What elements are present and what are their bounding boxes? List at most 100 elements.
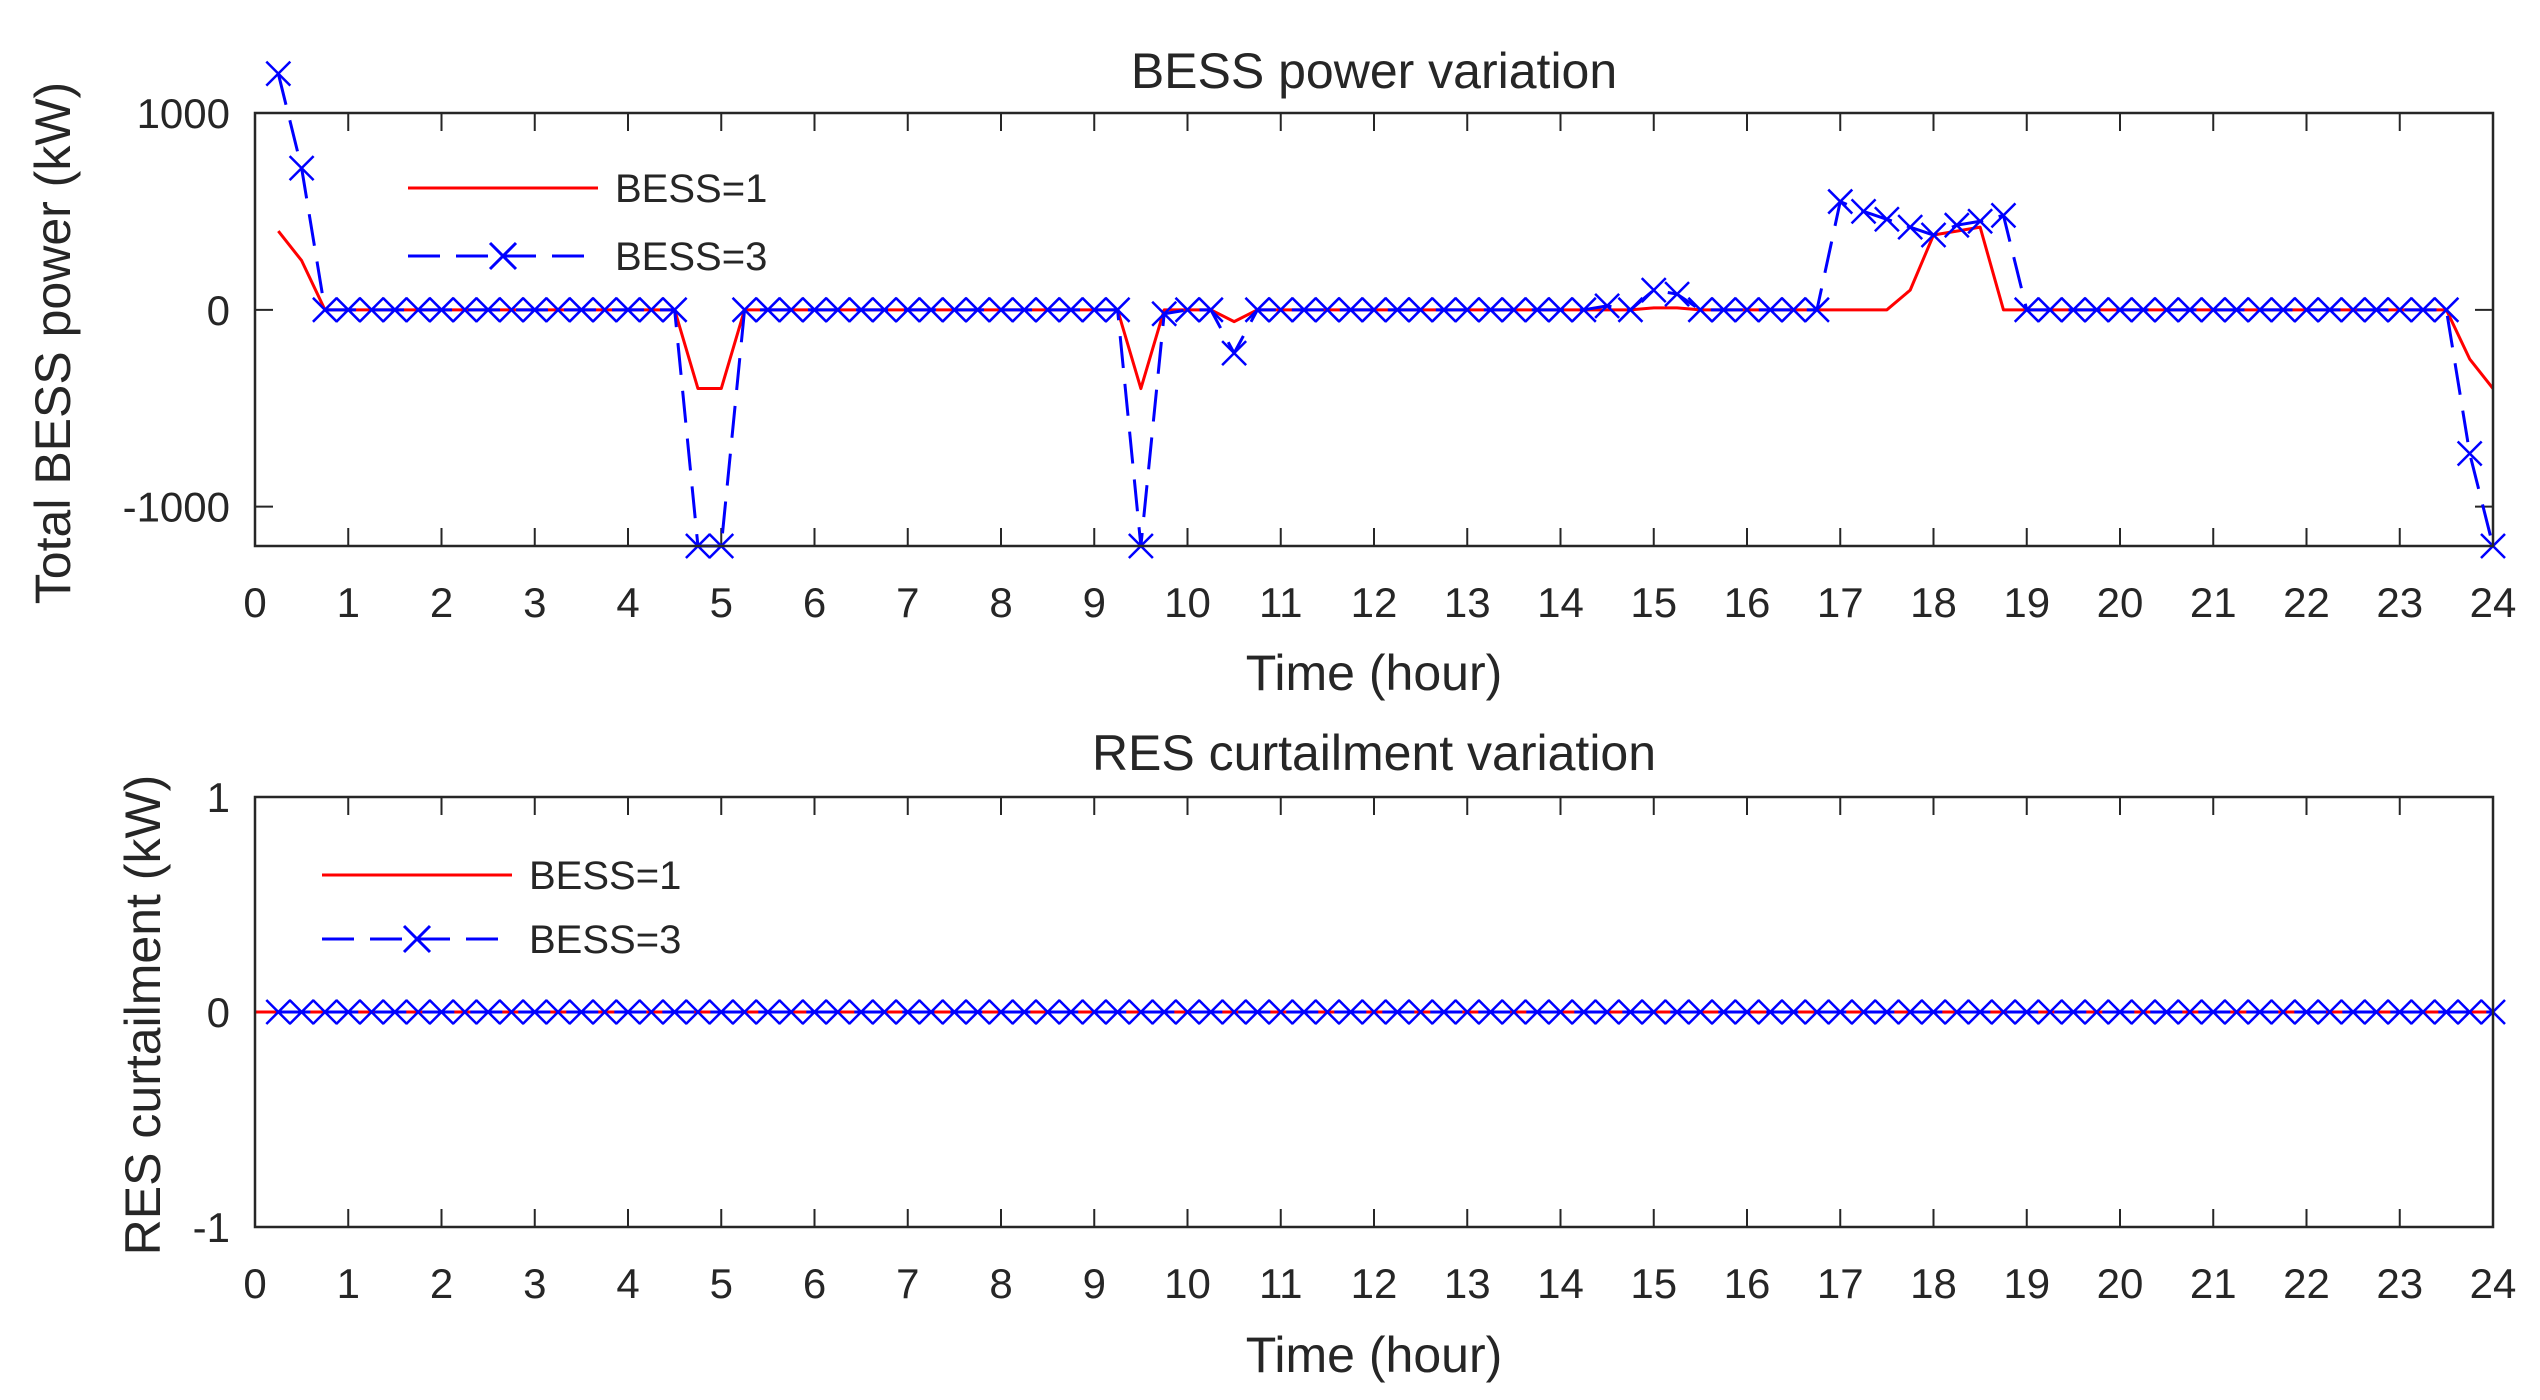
bess-data-point-bess3 (405, 296, 432, 323)
res-data-point-bess3 (2363, 999, 2390, 1025)
bess-data-point-bess3 (1384, 296, 1411, 323)
res-data-point-bess3 (1197, 999, 1224, 1025)
bess-data-point-bess3 (1827, 188, 1854, 215)
bess-data-point-bess3 (1943, 212, 1970, 239)
bess-data-point-bess3 (2386, 296, 2413, 323)
x-tick-label: 13 (1444, 579, 1491, 626)
bess-series-layer (265, 60, 2506, 559)
res-data-point-bess3 (1594, 999, 1621, 1025)
x-tick-label: 19 (2003, 579, 2050, 626)
x-tick-label: 0 (243, 1260, 266, 1307)
x-tick-label: 4 (616, 579, 639, 626)
bess-data-point-bess3 (615, 296, 641, 323)
res-data-point-bess3 (1757, 999, 1784, 1025)
bess-data-point-bess3 (1058, 296, 1084, 323)
res-data-point-bess3 (1873, 999, 1900, 1025)
x-tick-label: 17 (1817, 579, 1864, 626)
bess-data-point-bess3 (358, 296, 385, 323)
res-plot-frame (253, 795, 2495, 1229)
res-data-point-bess3 (265, 999, 292, 1025)
bess-data-point-bess3 (2433, 296, 2460, 323)
bess-data-point-bess3 (1873, 206, 1900, 233)
bess-series-line-bess3 (276, 73, 2495, 548)
bess-data-point-bess3 (521, 296, 548, 323)
x-tick-label: 12 (1351, 579, 1398, 626)
res-data-point-bess3 (1267, 999, 1294, 1025)
x-tick-label: 17 (1817, 1260, 1864, 1307)
bess-data-point-bess3 (1547, 296, 1574, 323)
y-tick-label: -1000 (123, 484, 230, 531)
res-data-point-bess3 (1244, 999, 1271, 1025)
res-y-ticks: -1 0 1 (193, 774, 2493, 1251)
bess-data-point-bess3 (754, 296, 781, 323)
res-data-point-bess3 (521, 999, 548, 1025)
res-data-point-bess3 (801, 999, 828, 1025)
bess-data-point-bess3 (2410, 296, 2436, 323)
res-data-point-bess3 (778, 999, 805, 1025)
bess-data-point-bess3 (894, 296, 921, 323)
res-data-point-bess3 (1454, 999, 1481, 1025)
x-tick-label: 4 (616, 1260, 639, 1307)
res-data-point-bess3 (451, 999, 478, 1025)
x-tick-label: 14 (1537, 579, 1584, 626)
x-tick-label: 16 (1724, 1260, 1771, 1307)
x-tick-label: 3 (523, 1260, 546, 1307)
x-tick-label: 3 (523, 579, 546, 626)
bess-data-point-bess3 (1477, 296, 1504, 323)
res-data-point-bess3 (568, 999, 595, 1025)
x-tick-label: 9 (1083, 579, 1106, 626)
bess-data-point-bess3 (2363, 296, 2390, 323)
res-data-point-bess3 (2270, 999, 2297, 1025)
bess-data-point-bess3 (1500, 296, 1527, 323)
bess-data-point-bess3 (2013, 296, 2040, 323)
bess-data-point-bess3 (2037, 296, 2063, 323)
bess-legend-marker-x-icon (488, 241, 518, 271)
res-data-point-bess3 (2316, 999, 2343, 1025)
bess-data-point-bess3 (1617, 296, 1644, 323)
res-data-point-bess3 (871, 999, 898, 1025)
x-tick-label: 1 (337, 579, 360, 626)
bess-data-point-bess3 (1780, 296, 1807, 323)
x-tick-label: 16 (1724, 579, 1771, 626)
x-tick-label: 6 (803, 579, 826, 626)
x-tick-label: 10 (1164, 1260, 1211, 1307)
res-data-point-bess3 (638, 999, 665, 1025)
res-data-point-bess3 (988, 999, 1014, 1025)
bess-data-point-bess3 (312, 296, 338, 323)
x-tick-label: 6 (803, 1260, 826, 1307)
res-data-point-bess3 (2293, 999, 2320, 1025)
res-data-point-bess3 (381, 999, 408, 1025)
bess-data-point-bess3 (801, 296, 828, 323)
x-tick-label: 18 (1910, 1260, 1957, 1307)
bess-data-point-bess3 (1011, 296, 1038, 323)
x-tick-label: 5 (710, 579, 733, 626)
res-data-point-bess3 (335, 999, 362, 1025)
x-tick-label: 11 (1259, 1260, 1303, 1307)
bess-data-point-bess3 (778, 296, 805, 323)
res-data-point-bess3 (1570, 999, 1597, 1025)
y-tick-label: -1 (193, 1204, 230, 1251)
bess-x-axis-label: Time (hour) (1246, 645, 1503, 701)
bess-data-point-bess3 (1221, 340, 1248, 367)
res-data-point-bess3 (1500, 999, 1527, 1025)
res-data-point-bess3 (2060, 999, 2087, 1025)
y-tick-label: 1 (207, 774, 230, 821)
res-data-point-bess3 (964, 999, 991, 1025)
res-data-point-bess3 (475, 999, 502, 1025)
res-data-point-bess3 (1547, 999, 1574, 1025)
bess-data-point-bess3 (918, 296, 944, 323)
res-data-point-bess3 (1827, 999, 1854, 1025)
res-data-point-bess3 (615, 999, 641, 1025)
res-legend-label-bess1: BESS=1 (529, 854, 681, 898)
bess-plot-frame (253, 111, 2495, 548)
res-data-point-bess3 (591, 999, 618, 1025)
bess-data-point-bess3 (1734, 296, 1760, 323)
res-curtailment-chart: RES curtailment variation Time (hour) RE… (115, 725, 2516, 1383)
bess-data-point-bess3 (2177, 296, 2203, 323)
y-tick-label: 0 (207, 989, 230, 1036)
x-tick-label: 20 (2097, 1260, 2144, 1307)
bess-data-point-bess3 (2456, 440, 2483, 467)
res-data-point-bess3 (1011, 999, 1038, 1025)
res-x-ticks: 0 1 2 3 4 5 6 7 8 9 10 11 12 13 14 15 16 17 18 19 20 21 22 23 24 (243, 797, 2516, 1307)
res-data-point-bess3 (1920, 999, 1947, 1025)
